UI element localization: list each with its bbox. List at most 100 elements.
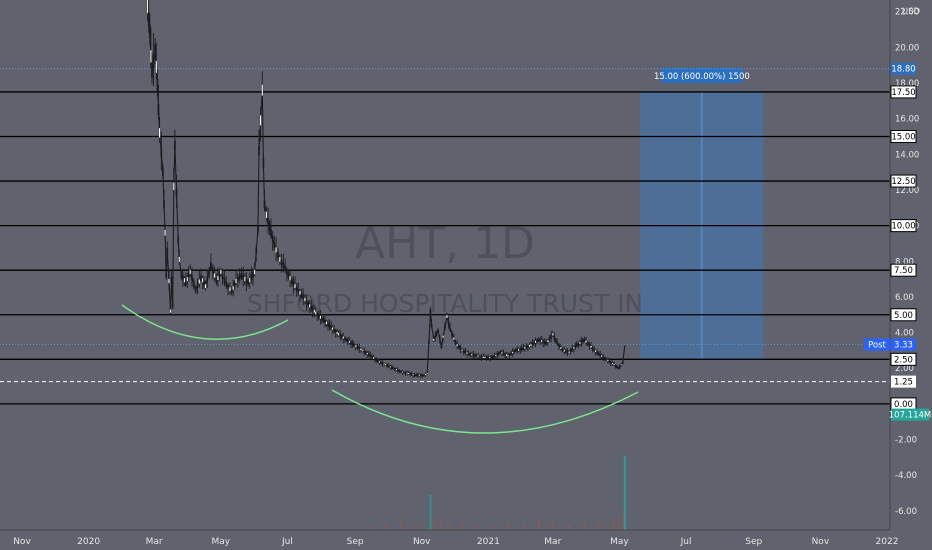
level-flag-15.00-bg bbox=[890, 129, 917, 143]
candle-body bbox=[415, 374, 418, 377]
candle-body bbox=[459, 347, 462, 350]
x-tick-label: 2020 bbox=[77, 537, 100, 547]
arc-top-left[interactable] bbox=[121, 304, 289, 341]
candle-body bbox=[268, 223, 271, 231]
volume-bar bbox=[522, 524, 525, 530]
candle-body bbox=[397, 369, 399, 372]
volume-bar bbox=[623, 456, 626, 530]
candle-body bbox=[358, 347, 361, 350]
candle-body bbox=[381, 362, 384, 365]
candle-body bbox=[347, 339, 349, 343]
price-axis[interactable]: USD 22.00 20.00 18.00 16.00 14.00 12.00 10.00 8… bbox=[889, 0, 921, 530]
rounded-bottom-arcs[interactable] bbox=[121, 304, 639, 434]
candle-body bbox=[451, 332, 453, 336]
candle-body bbox=[175, 188, 178, 197]
candle-body bbox=[339, 334, 342, 337]
candle-body bbox=[473, 354, 476, 357]
candle-body bbox=[588, 343, 591, 347]
candle-body bbox=[158, 127, 161, 138]
candle-body bbox=[235, 278, 237, 284]
candle-body bbox=[582, 339, 584, 343]
candle-body bbox=[227, 284, 229, 290]
candle-body bbox=[171, 303, 174, 308]
candle-body bbox=[444, 325, 446, 329]
candle-body bbox=[211, 267, 214, 273]
candle-body bbox=[421, 374, 424, 377]
candle-body bbox=[292, 281, 295, 286]
candle-body bbox=[380, 361, 382, 364]
candle-body bbox=[252, 272, 254, 278]
candle-body bbox=[325, 321, 328, 325]
candle-body bbox=[198, 279, 201, 284]
candle-body bbox=[533, 341, 535, 345]
candle-body bbox=[289, 275, 291, 281]
volume-bar bbox=[583, 523, 586, 530]
candle-body bbox=[572, 346, 575, 350]
candle-body bbox=[456, 343, 459, 347]
candle-body bbox=[191, 275, 193, 281]
candle-body bbox=[542, 340, 545, 344]
candle-body bbox=[458, 345, 460, 349]
x-tick-label: Mar bbox=[146, 537, 163, 547]
candle-body bbox=[245, 278, 248, 284]
candle-body bbox=[305, 299, 308, 304]
candle-body bbox=[517, 348, 520, 351]
candle-body bbox=[435, 332, 438, 336]
candle-body bbox=[203, 280, 205, 286]
candle-body bbox=[504, 353, 506, 356]
projection-layer[interactable]: 15.00 (600.00%) 1500 bbox=[640, 67, 764, 360]
level-flag-5.00: 5.00 bbox=[894, 311, 913, 321]
candle-body bbox=[442, 335, 445, 339]
candle-body bbox=[519, 348, 522, 351]
candle-body bbox=[404, 372, 407, 374]
candle-body bbox=[490, 356, 493, 359]
candle-body bbox=[511, 351, 514, 354]
candle-body bbox=[491, 356, 494, 359]
symbol-watermark: AHT, 1D SHFORD HOSPITALITY TRUST IN bbox=[247, 218, 643, 318]
candle-body bbox=[605, 358, 608, 361]
candle-body bbox=[189, 269, 192, 275]
candle-body bbox=[565, 350, 567, 353]
candle-body bbox=[350, 341, 352, 345]
candle-body bbox=[340, 335, 343, 338]
candle-body bbox=[172, 182, 175, 191]
candle-body bbox=[168, 278, 170, 284]
candle-body bbox=[496, 353, 499, 356]
y-tick-label: 22.00 bbox=[895, 8, 919, 18]
candle-body bbox=[248, 277, 251, 283]
x-tick-label: 2021 bbox=[477, 537, 500, 547]
candle-body bbox=[614, 365, 617, 367]
candle-body bbox=[319, 315, 322, 319]
x-tick-label: Nov bbox=[812, 537, 830, 547]
candle-body bbox=[300, 293, 303, 298]
candle-body bbox=[334, 330, 337, 333]
y-tick-label: 8.00 bbox=[895, 257, 914, 267]
candle-body bbox=[485, 356, 488, 359]
volume-bar bbox=[432, 521, 435, 530]
level-flag-10.00: 10.00 bbox=[891, 222, 915, 232]
candle-body bbox=[232, 285, 235, 291]
arc-bottom[interactable] bbox=[331, 389, 639, 434]
candle-body bbox=[165, 273, 168, 278]
candle-body bbox=[177, 236, 180, 243]
candle-body bbox=[545, 342, 548, 345]
candle-body bbox=[501, 351, 503, 354]
volume-bar bbox=[475, 525, 478, 530]
candle-body bbox=[596, 351, 598, 354]
candle-body bbox=[464, 351, 467, 354]
x-tick-label: 2022 bbox=[876, 537, 899, 547]
horizontal-levels[interactable] bbox=[0, 68, 890, 405]
candle-body bbox=[187, 273, 190, 278]
candle-body bbox=[238, 274, 241, 280]
candle-body bbox=[429, 309, 432, 313]
candle-body bbox=[603, 357, 606, 360]
candle-body bbox=[342, 336, 345, 339]
projection-label: 15.00 (600.00%) 1500 bbox=[654, 72, 750, 82]
candle-body bbox=[237, 276, 239, 282]
candle-body bbox=[282, 262, 285, 269]
candle-body bbox=[277, 251, 279, 258]
candle-body bbox=[418, 374, 421, 377]
y-tick-label: -2.00 bbox=[895, 436, 917, 446]
